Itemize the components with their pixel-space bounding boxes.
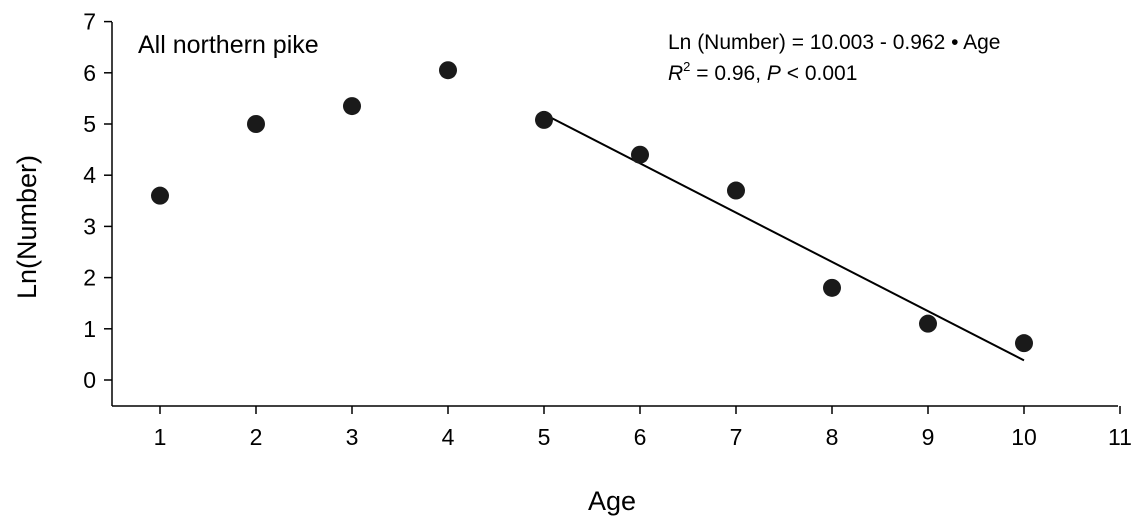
x-ticks: 1 2 3 4 5 6 7 8 9 10 11 xyxy=(154,406,1132,450)
y-tick-label: 4 xyxy=(83,162,96,188)
y-tick-label: 7 xyxy=(83,9,96,35)
panel-label: All northern pike xyxy=(138,31,319,59)
y-tick-label: 5 xyxy=(83,111,96,137)
x-tick-label: 8 xyxy=(826,424,839,450)
r2-superscript: 2 xyxy=(683,59,690,74)
regression-stats: R2 = 0.96, P < 0.001 xyxy=(668,59,857,85)
y-axis-title: Ln(Number) xyxy=(12,155,42,299)
x-tick-label: 9 xyxy=(922,424,935,450)
x-tick-label: 6 xyxy=(634,424,647,450)
x-tick-label: 3 xyxy=(346,424,359,450)
data-point xyxy=(535,110,553,129)
data-point xyxy=(631,145,649,164)
data-point xyxy=(247,115,265,133)
data-point xyxy=(823,278,841,297)
x-tick-label: 7 xyxy=(730,424,743,450)
x-tick-label: 11 xyxy=(1108,424,1132,450)
data-point xyxy=(439,61,457,80)
x-tick-label: 1 xyxy=(154,424,167,450)
data-point xyxy=(919,314,937,333)
p-symbol: P xyxy=(767,62,781,85)
x-tick-label: 10 xyxy=(1011,424,1037,450)
x-tick-label: 4 xyxy=(442,424,455,450)
data-points xyxy=(151,61,1033,353)
y-ticks: 0 1 2 3 4 5 6 7 xyxy=(83,9,112,393)
y-tick-label: 6 xyxy=(83,60,96,86)
x-axis-title: Age xyxy=(588,486,636,516)
r2-value: = 0.96, xyxy=(690,62,766,85)
y-tick-label: 2 xyxy=(83,265,96,291)
y-tick-label: 3 xyxy=(83,213,96,239)
data-point xyxy=(727,181,745,200)
data-point xyxy=(343,97,361,116)
p-value: < 0.001 xyxy=(781,62,857,85)
y-tick-label: 0 xyxy=(83,367,96,393)
x-tick-label: 5 xyxy=(538,424,551,450)
r2-symbol: R xyxy=(668,62,683,85)
regression-equation: Ln (Number) = 10.003 - 0.962 • Age xyxy=(668,31,1000,54)
y-tick-label: 1 xyxy=(83,316,96,342)
data-point xyxy=(1015,334,1033,353)
fit-line-group xyxy=(543,113,1025,362)
x-tick-label: 2 xyxy=(250,424,263,450)
axes xyxy=(111,22,1118,407)
data-point xyxy=(151,186,169,205)
regression-line xyxy=(543,113,1025,362)
